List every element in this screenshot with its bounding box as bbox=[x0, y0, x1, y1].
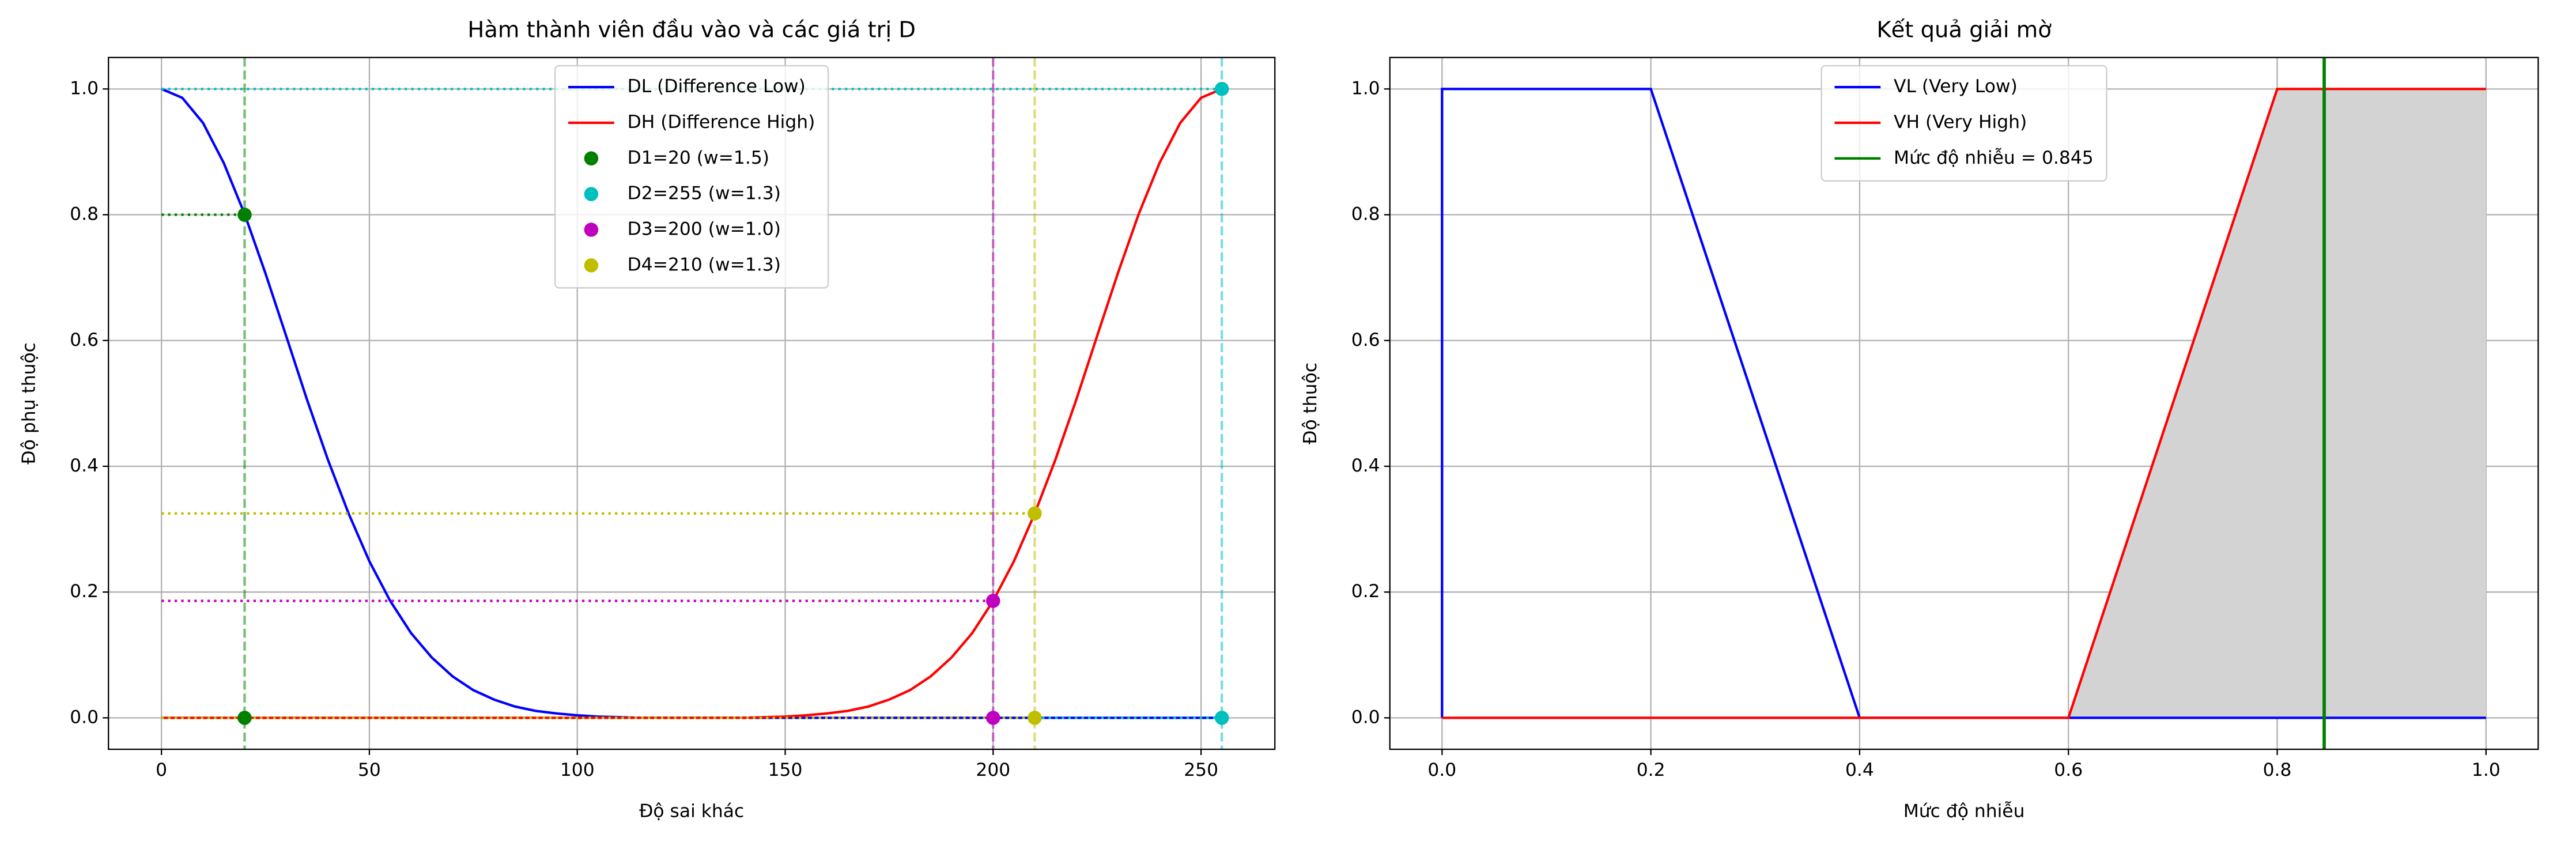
y-axis-label: Độ thuộc bbox=[1300, 363, 1321, 444]
legend-label: D2=255 (w=1.3) bbox=[628, 183, 781, 204]
point bbox=[1214, 82, 1229, 96]
legend-marker bbox=[584, 222, 599, 237]
point bbox=[1028, 506, 1042, 521]
x-tick-label: 0.6 bbox=[2054, 760, 2083, 780]
legend-marker bbox=[584, 258, 599, 273]
x-tick-label: 250 bbox=[1184, 760, 1218, 780]
point bbox=[1028, 711, 1042, 725]
legend-marker bbox=[584, 151, 599, 166]
y-tick-label: 0.6 bbox=[70, 330, 99, 350]
legend-marker bbox=[584, 187, 599, 201]
legend-label: DL (Difference Low) bbox=[628, 76, 806, 97]
legend-box bbox=[1820, 65, 2107, 182]
x-axis-label: Mức độ nhiễu bbox=[1903, 800, 2025, 821]
x-tick-label: 0.2 bbox=[1637, 760, 1665, 780]
x-axis-label: Độ sai khác bbox=[639, 801, 744, 821]
chart-title: Kết quả giải mờ bbox=[1876, 17, 2052, 43]
point bbox=[1214, 711, 1229, 725]
y-tick-label: 1.0 bbox=[1351, 78, 1380, 99]
y-axis-label: Độ phụ thuộc bbox=[18, 342, 39, 464]
x-tick-label: 150 bbox=[768, 760, 803, 780]
legend-label: DH (Difference High) bbox=[628, 112, 815, 133]
x-tick-label: 0 bbox=[156, 760, 167, 780]
y-tick-label: 0.0 bbox=[70, 707, 99, 727]
y-tick-label: 0.2 bbox=[70, 581, 99, 602]
legend-label: D3=200 (w=1.0) bbox=[628, 219, 781, 240]
y-tick-label: 1.0 bbox=[70, 78, 99, 99]
line bbox=[161, 88, 1223, 719]
y-tick-label: 0.8 bbox=[70, 204, 99, 225]
y-tick-label: 0.4 bbox=[70, 455, 99, 476]
point bbox=[986, 711, 1000, 725]
y-tick-label: 0.0 bbox=[1351, 707, 1380, 727]
line bbox=[1442, 88, 2486, 719]
legend-label: Mức độ nhiễu = 0.845 bbox=[1894, 147, 2094, 168]
point bbox=[237, 711, 252, 725]
legend-label: D1=20 (w=1.5) bbox=[628, 148, 769, 168]
legend: VL (Very Low) VH (Very High) Mức độ nhiễu … bbox=[1820, 65, 2107, 182]
legend-box bbox=[554, 65, 829, 289]
subplot: Hàm thành viên đầu vào và các giá trị D Đ… bbox=[18, 17, 1276, 821]
area bbox=[1442, 89, 2486, 718]
axes-frame bbox=[1389, 56, 2539, 750]
legend-label: D4=210 (w=1.3) bbox=[628, 254, 781, 275]
x-tick-label: 100 bbox=[560, 760, 595, 780]
x-tick-label: 1.0 bbox=[2472, 760, 2501, 780]
x-tick-label: 200 bbox=[976, 760, 1010, 780]
subplot: Kết quả giải mờ Mức độ nhiễu Độ thuộc 0.0 0.… bbox=[1300, 17, 2539, 821]
legend-label: VL (Very Low) bbox=[1894, 76, 2018, 97]
legend: DL (Difference Low) DH (Difference High) D… bbox=[554, 65, 829, 289]
y-tick-label: 0.6 bbox=[1351, 330, 1380, 350]
y-tick-label: 0.4 bbox=[1351, 455, 1380, 476]
chart-title: Hàm thành viên đầu vào và các giá trị D bbox=[467, 17, 916, 43]
point bbox=[986, 594, 1000, 608]
y-tick-label: 0.8 bbox=[1351, 204, 1380, 225]
x-tick-label: 0.8 bbox=[2263, 760, 2292, 780]
axes-frame bbox=[108, 56, 1276, 750]
y-tick-label: 0.2 bbox=[1351, 581, 1380, 602]
x-tick-label: 0.0 bbox=[1427, 760, 1456, 780]
x-tick-label: 50 bbox=[358, 760, 381, 780]
legend-label: VH (Very High) bbox=[1894, 112, 2027, 133]
x-tick-label: 0.4 bbox=[1845, 760, 1874, 780]
point bbox=[237, 208, 252, 222]
